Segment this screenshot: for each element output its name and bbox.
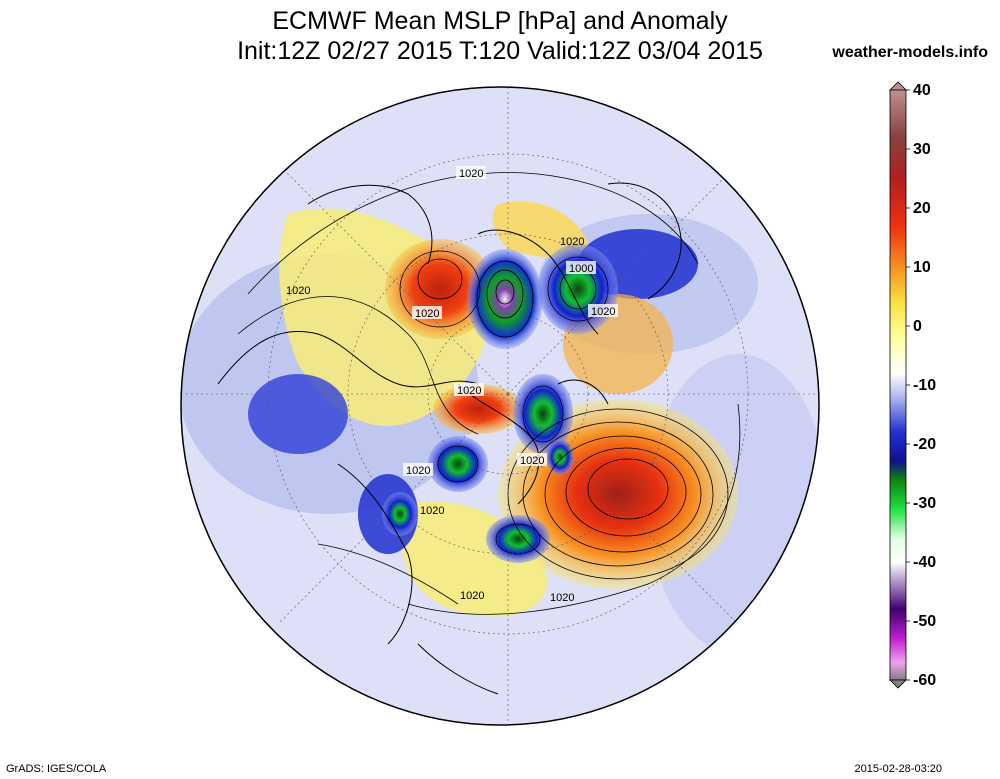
colorbar-bottom-arrow	[889, 679, 907, 689]
colorbar-tick: 0	[913, 318, 922, 335]
negative-anomaly-west	[248, 374, 348, 454]
isobars	[237, 172, 741, 615]
graticule	[181, 87, 819, 725]
contour-label: 1020	[560, 236, 584, 248]
map-boundary	[180, 86, 820, 726]
polar-map: 1020 1020 1020 1000 1020 1020 1020 1020 …	[180, 86, 820, 726]
colorbar-tick: -30	[913, 495, 936, 512]
colorbar-tick: 40	[913, 82, 931, 99]
colorbar-tick: -20	[913, 436, 936, 453]
low-southwest	[428, 436, 488, 492]
colorbar-tick: -10	[913, 377, 936, 394]
site-credit: weather-models.info	[832, 44, 988, 61]
colorbar-tick: -50	[913, 613, 936, 630]
colorbar-tick: 10	[913, 259, 931, 276]
contour-label: 1020	[406, 465, 430, 477]
coastlines	[217, 182, 682, 695]
contour-label: 1020	[520, 455, 544, 467]
contour-label: 1020	[459, 168, 483, 180]
deep-low-north	[467, 249, 543, 349]
colorbar-tick: 20	[913, 200, 931, 217]
contour-label: 1020	[415, 308, 439, 320]
colorbar-tick-labels: 40 30 20 10 0 -10 -20 -30 -40 -50 -60	[913, 82, 936, 689]
chart-title: ECMWF Mean MSLP [hPa] and Anomaly	[272, 7, 728, 35]
colorbar-tick: -40	[913, 554, 936, 571]
colorbar: 40 30 20 10 0 -10 -20 -30 -40 -50 -60	[889, 81, 936, 689]
colorbar-tick: 30	[913, 141, 931, 158]
contour-label: 1020	[550, 592, 574, 604]
colorbar-top-arrow	[889, 81, 907, 91]
chart-subtitle: Init:12Z 02/27 2015 T:120 Valid:12Z 03/0…	[237, 37, 763, 65]
footer-credit: GrADS: IGES/COLA	[6, 763, 107, 775]
footer-timestamp: 2015-02-28-03:20	[854, 763, 942, 775]
colorbar-tick-marks	[906, 89, 910, 681]
low-northeast	[538, 244, 618, 334]
contour-label: 1020	[457, 385, 481, 397]
contour-label: 1020	[591, 306, 615, 318]
colorbar-tick: -60	[913, 672, 936, 689]
colorbar-scale	[889, 89, 907, 681]
contour-label: 1000	[569, 263, 593, 275]
contour-label: 1020	[420, 505, 444, 517]
contour-labels: 1020 1020 1020 1000 1020 1020 1020 1020 …	[286, 166, 618, 604]
polar-high	[433, 384, 523, 434]
contour-label: 1020	[286, 285, 310, 297]
contour-label: 1020	[460, 590, 484, 602]
